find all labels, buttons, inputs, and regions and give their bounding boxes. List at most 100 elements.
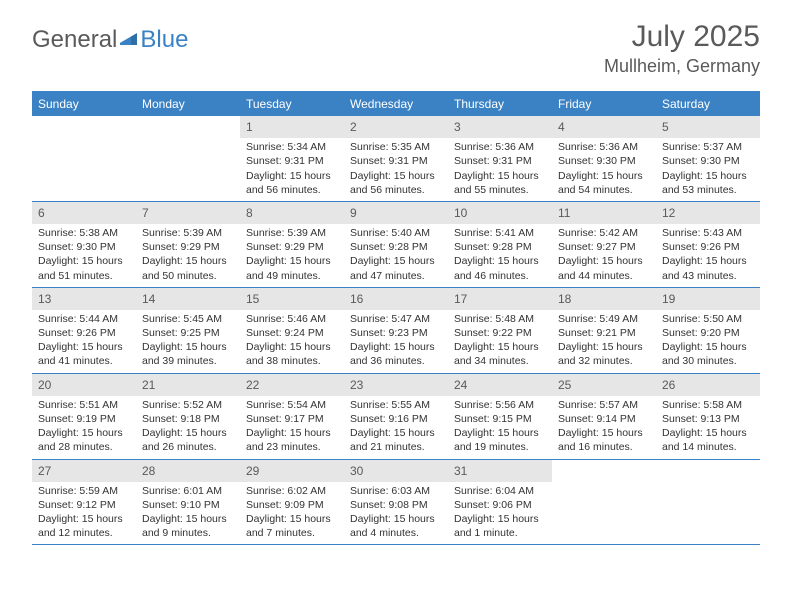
day-cell: 18Sunrise: 5:49 AMSunset: 9:21 PMDayligh… <box>552 288 656 373</box>
sunrise-text: Sunrise: 5:44 AM <box>38 312 130 326</box>
daylight-text: Daylight: 15 hours and 39 minutes. <box>142 340 234 368</box>
day-empty: . <box>656 460 760 545</box>
sunrise-text: Sunrise: 5:47 AM <box>350 312 442 326</box>
sunrise-text: Sunrise: 6:04 AM <box>454 484 546 498</box>
day-content: Sunrise: 5:55 AMSunset: 9:16 PMDaylight:… <box>344 398 448 455</box>
day-content: Sunrise: 6:03 AMSunset: 9:08 PMDaylight:… <box>344 484 448 541</box>
day-number: 29 <box>240 460 344 482</box>
daylight-text: Daylight: 15 hours and 38 minutes. <box>246 340 338 368</box>
day-number: 20 <box>32 374 136 396</box>
day-number: 30 <box>344 460 448 482</box>
day-cell: 6Sunrise: 5:38 AMSunset: 9:30 PMDaylight… <box>32 202 136 287</box>
day-number: 16 <box>344 288 448 310</box>
day-number: 4 <box>552 116 656 138</box>
day-cell: 5Sunrise: 5:37 AMSunset: 9:30 PMDaylight… <box>656 116 760 201</box>
sunset-text: Sunset: 9:31 PM <box>454 154 546 168</box>
sunset-text: Sunset: 9:20 PM <box>662 326 754 340</box>
logo-text-general: General <box>32 26 117 54</box>
sunrise-text: Sunrise: 5:45 AM <box>142 312 234 326</box>
daylight-text: Daylight: 15 hours and 34 minutes. <box>454 340 546 368</box>
day-cell: 15Sunrise: 5:46 AMSunset: 9:24 PMDayligh… <box>240 288 344 373</box>
sunrise-text: Sunrise: 5:38 AM <box>38 226 130 240</box>
day-content: Sunrise: 5:43 AMSunset: 9:26 PMDaylight:… <box>656 226 760 283</box>
sunrise-text: Sunrise: 5:54 AM <box>246 398 338 412</box>
day-number: 15 <box>240 288 344 310</box>
logo: General Blue <box>32 26 188 54</box>
day-cell: 20Sunrise: 5:51 AMSunset: 9:19 PMDayligh… <box>32 374 136 459</box>
daylight-text: Daylight: 15 hours and 36 minutes. <box>350 340 442 368</box>
sunrise-text: Sunrise: 5:55 AM <box>350 398 442 412</box>
sunset-text: Sunset: 9:08 PM <box>350 498 442 512</box>
day-cell: 29Sunrise: 6:02 AMSunset: 9:09 PMDayligh… <box>240 460 344 545</box>
day-content: Sunrise: 5:44 AMSunset: 9:26 PMDaylight:… <box>32 312 136 369</box>
day-cell: 14Sunrise: 5:45 AMSunset: 9:25 PMDayligh… <box>136 288 240 373</box>
day-empty: . <box>552 460 656 545</box>
sunset-text: Sunset: 9:28 PM <box>350 240 442 254</box>
sunset-text: Sunset: 9:16 PM <box>350 412 442 426</box>
sunrise-text: Sunrise: 5:41 AM <box>454 226 546 240</box>
daylight-text: Daylight: 15 hours and 26 minutes. <box>142 426 234 454</box>
sunset-text: Sunset: 9:21 PM <box>558 326 650 340</box>
daylight-text: Daylight: 15 hours and 1 minute. <box>454 512 546 540</box>
day-empty: . <box>32 116 136 201</box>
day-number: 2 <box>344 116 448 138</box>
day-content: Sunrise: 5:49 AMSunset: 9:21 PMDaylight:… <box>552 312 656 369</box>
week-row: 6Sunrise: 5:38 AMSunset: 9:30 PMDaylight… <box>32 202 760 288</box>
weekday-saturday: Saturday <box>656 93 760 116</box>
daylight-text: Daylight: 15 hours and 28 minutes. <box>38 426 130 454</box>
day-content: Sunrise: 5:36 AMSunset: 9:30 PMDaylight:… <box>552 140 656 197</box>
day-number: 22 <box>240 374 344 396</box>
sunrise-text: Sunrise: 5:36 AM <box>558 140 650 154</box>
day-content: Sunrise: 5:52 AMSunset: 9:18 PMDaylight:… <box>136 398 240 455</box>
daylight-text: Daylight: 15 hours and 51 minutes. <box>38 254 130 282</box>
day-cell: 23Sunrise: 5:55 AMSunset: 9:16 PMDayligh… <box>344 374 448 459</box>
sunset-text: Sunset: 9:13 PM <box>662 412 754 426</box>
day-content: Sunrise: 5:58 AMSunset: 9:13 PMDaylight:… <box>656 398 760 455</box>
day-content: Sunrise: 5:39 AMSunset: 9:29 PMDaylight:… <box>136 226 240 283</box>
day-number: 1 <box>240 116 344 138</box>
weekday-sunday: Sunday <box>32 93 136 116</box>
sunrise-text: Sunrise: 6:01 AM <box>142 484 234 498</box>
day-content: Sunrise: 5:41 AMSunset: 9:28 PMDaylight:… <box>448 226 552 283</box>
daylight-text: Daylight: 15 hours and 43 minutes. <box>662 254 754 282</box>
sunset-text: Sunset: 9:10 PM <box>142 498 234 512</box>
sunset-text: Sunset: 9:26 PM <box>38 326 130 340</box>
day-number: 7 <box>136 202 240 224</box>
day-content: Sunrise: 6:01 AMSunset: 9:10 PMDaylight:… <box>136 484 240 541</box>
day-number: 25 <box>552 374 656 396</box>
day-number: 23 <box>344 374 448 396</box>
daylight-text: Daylight: 15 hours and 14 minutes. <box>662 426 754 454</box>
day-cell: 31Sunrise: 6:04 AMSunset: 9:06 PMDayligh… <box>448 460 552 545</box>
day-number: 9 <box>344 202 448 224</box>
sunset-text: Sunset: 9:17 PM <box>246 412 338 426</box>
sunset-text: Sunset: 9:30 PM <box>558 154 650 168</box>
sunset-text: Sunset: 9:19 PM <box>38 412 130 426</box>
day-number: 10 <box>448 202 552 224</box>
weekday-thursday: Thursday <box>448 93 552 116</box>
day-number: 27 <box>32 460 136 482</box>
day-number: 5 <box>656 116 760 138</box>
daylight-text: Daylight: 15 hours and 9 minutes. <box>142 512 234 540</box>
day-cell: 12Sunrise: 5:43 AMSunset: 9:26 PMDayligh… <box>656 202 760 287</box>
daylight-text: Daylight: 15 hours and 47 minutes. <box>350 254 442 282</box>
day-number: 3 <box>448 116 552 138</box>
weekday-row: SundayMondayTuesdayWednesdayThursdayFrid… <box>32 93 760 116</box>
sunset-text: Sunset: 9:23 PM <box>350 326 442 340</box>
day-content: Sunrise: 5:54 AMSunset: 9:17 PMDaylight:… <box>240 398 344 455</box>
day-content: Sunrise: 5:39 AMSunset: 9:29 PMDaylight:… <box>240 226 344 283</box>
day-content: Sunrise: 5:42 AMSunset: 9:27 PMDaylight:… <box>552 226 656 283</box>
sunset-text: Sunset: 9:18 PM <box>142 412 234 426</box>
sunset-text: Sunset: 9:14 PM <box>558 412 650 426</box>
calendar: SundayMondayTuesdayWednesdayThursdayFrid… <box>32 91 760 545</box>
day-number: 12 <box>656 202 760 224</box>
weekday-tuesday: Tuesday <box>240 93 344 116</box>
location: Mullheim, Germany <box>604 56 760 77</box>
day-content: Sunrise: 5:37 AMSunset: 9:30 PMDaylight:… <box>656 140 760 197</box>
daylight-text: Daylight: 15 hours and 12 minutes. <box>38 512 130 540</box>
day-cell: 30Sunrise: 6:03 AMSunset: 9:08 PMDayligh… <box>344 460 448 545</box>
week-row: 13Sunrise: 5:44 AMSunset: 9:26 PMDayligh… <box>32 288 760 374</box>
day-number: 11 <box>552 202 656 224</box>
day-cell: 24Sunrise: 5:56 AMSunset: 9:15 PMDayligh… <box>448 374 552 459</box>
sunset-text: Sunset: 9:31 PM <box>350 154 442 168</box>
sunset-text: Sunset: 9:22 PM <box>454 326 546 340</box>
